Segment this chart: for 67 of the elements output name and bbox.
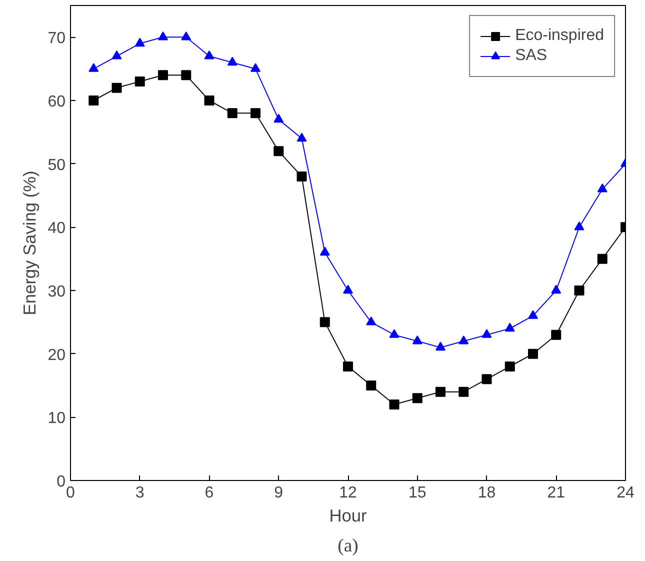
x-tick-label: 21	[547, 484, 566, 502]
legend-label: SAS	[515, 47, 548, 65]
point	[551, 330, 562, 340]
point	[482, 374, 492, 384]
point	[112, 50, 122, 60]
x-tick-label: 15	[408, 484, 426, 502]
point	[551, 284, 562, 294]
point	[482, 329, 492, 338]
point	[597, 254, 608, 264]
point	[458, 386, 469, 397]
point	[158, 31, 168, 40]
point	[250, 63, 260, 72]
point	[274, 146, 284, 156]
point	[504, 362, 515, 372]
y-tick-label: 50	[48, 156, 66, 174]
point	[320, 246, 330, 256]
point	[320, 317, 330, 328]
point	[343, 362, 353, 372]
x-tick-label: 9	[274, 484, 284, 502]
point	[366, 380, 376, 390]
point	[88, 96, 99, 106]
y-tick-label: 60	[48, 94, 66, 110]
point	[528, 348, 538, 359]
y-tick-label: 70	[48, 30, 66, 48]
point	[296, 132, 307, 142]
legend-label: Eco-inspired	[515, 27, 604, 45]
text: (a)	[338, 536, 358, 556]
point	[343, 284, 353, 294]
point	[389, 400, 400, 410]
point	[227, 108, 238, 118]
x-tick-label: 3	[135, 484, 144, 502]
point	[458, 335, 469, 344]
x-tick-label: 18	[478, 484, 496, 502]
point	[574, 221, 584, 230]
point	[597, 183, 608, 192]
point	[296, 172, 307, 182]
x-tick-label: 12	[339, 484, 357, 502]
point	[274, 114, 284, 123]
point	[366, 316, 376, 326]
point	[504, 322, 515, 332]
x-tick-label: 6	[204, 484, 214, 502]
y-tick-label: 40	[48, 220, 66, 238]
point	[250, 108, 260, 118]
point	[134, 38, 145, 47]
point	[181, 70, 192, 80]
point	[88, 63, 99, 72]
y-tick-label: 20	[48, 346, 66, 364]
point	[436, 386, 446, 397]
point	[574, 286, 584, 296]
point	[412, 335, 422, 344]
point	[412, 393, 422, 404]
point	[204, 50, 214, 60]
point	[112, 82, 122, 93]
y-axis-title: Energy Saving (%)	[20, 170, 40, 316]
x-axis-title: Hour	[329, 506, 368, 526]
x-tick-label: 24	[616, 484, 634, 502]
y-tick-label: 30	[48, 284, 66, 300]
point	[528, 310, 538, 319]
point	[134, 76, 145, 86]
point	[181, 31, 192, 40]
point	[204, 96, 214, 106]
point	[436, 342, 446, 351]
y-tick-label: 0	[56, 474, 66, 490]
y-tick-label: 10	[48, 410, 66, 428]
point	[227, 56, 238, 66]
point	[389, 329, 400, 338]
point	[158, 70, 168, 80]
